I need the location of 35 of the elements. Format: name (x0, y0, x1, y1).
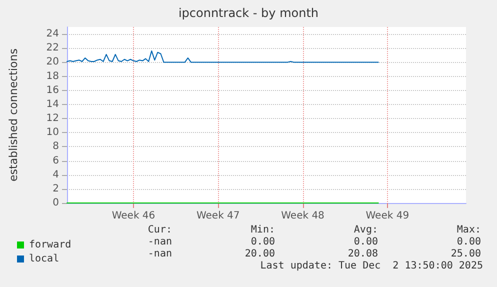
y-tick-label: 0 (52, 198, 59, 208)
y-tick-label: 18 (46, 70, 59, 82)
text: -nan (148, 248, 172, 260)
line-series (66, 50, 379, 63)
y-tick-label: 10 (46, 127, 59, 138)
text: 0.00 (354, 236, 378, 248)
y-tick-label: 16 (46, 84, 59, 96)
text: Min: (250, 224, 275, 236)
y-tick-label: 22 (46, 42, 59, 54)
x-tick-label: Week 48 (281, 210, 324, 222)
y-tick-label: 4 (52, 169, 59, 180)
text: -nan (148, 236, 172, 248)
text: Cur: (148, 224, 172, 236)
text: 20.00 (244, 248, 275, 260)
text: Max: (456, 224, 481, 236)
x-tick-label: Week 47 (196, 210, 240, 222)
y-tick-label: 12 (46, 113, 59, 124)
y-tick-label: 20 (46, 56, 59, 68)
text: Last update: Tue Dec 2 13:50:00 2025 (260, 260, 483, 272)
legend-label: forward (29, 240, 72, 250)
chart-title: ipconntrack - by month (178, 6, 319, 20)
y-tick-label: 14 (46, 98, 59, 110)
text: Avg: (354, 224, 378, 236)
text: 0.00 (456, 236, 481, 248)
text: 25.00 (450, 248, 481, 260)
y-tick-label: 6 (52, 155, 59, 166)
x-tick-label: Week 49 (366, 210, 410, 222)
y-axis-title: established connections (7, 48, 20, 182)
text: 20.08 (348, 248, 378, 260)
y-tick-label: 2 (52, 183, 59, 194)
text: 0.00 (250, 236, 275, 248)
y-tick-label: 8 (52, 141, 59, 152)
x-tick-label: Week 46 (112, 210, 156, 222)
y-tick-label: 24 (46, 28, 59, 40)
legend-label: local (29, 254, 60, 264)
